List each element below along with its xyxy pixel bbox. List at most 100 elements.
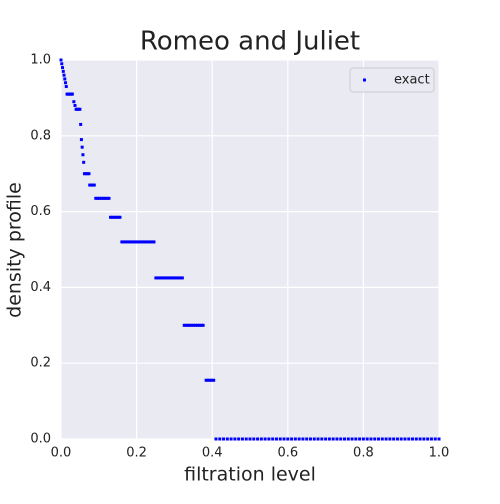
point — [61, 69, 65, 73]
point — [144, 240, 148, 244]
legend-marker — [363, 78, 366, 82]
point — [433, 437, 437, 441]
point — [92, 183, 96, 187]
point — [225, 437, 229, 441]
point — [392, 437, 396, 441]
x-tick-label: 0.0 — [51, 446, 72, 461]
point — [96, 196, 100, 200]
point — [135, 240, 139, 244]
point — [312, 437, 316, 441]
x-axis-label: filtration level — [184, 464, 316, 486]
point — [335, 437, 339, 441]
point — [124, 240, 128, 244]
point — [107, 196, 111, 200]
point — [237, 437, 241, 441]
point — [308, 437, 312, 441]
plot-area — [61, 60, 439, 439]
point — [267, 437, 271, 441]
point — [286, 437, 290, 441]
point — [208, 378, 212, 382]
point — [118, 215, 122, 219]
point — [407, 437, 411, 441]
point — [324, 437, 328, 441]
point — [64, 85, 68, 89]
x-tick-label: 0.2 — [126, 446, 147, 461]
point — [290, 437, 294, 441]
y-tick-label: 0.2 — [30, 356, 51, 371]
point — [146, 240, 150, 244]
point — [82, 172, 86, 176]
point — [204, 378, 208, 382]
y-tick-label: 0.8 — [30, 128, 51, 143]
point — [365, 437, 369, 441]
point — [141, 240, 145, 244]
point — [91, 183, 95, 187]
point — [414, 437, 418, 441]
point — [214, 437, 218, 441]
point — [437, 437, 441, 441]
point — [259, 437, 263, 441]
x-tick-label: 0.4 — [202, 446, 223, 461]
point — [206, 378, 210, 382]
point — [395, 437, 399, 441]
point — [82, 160, 86, 164]
legend-box — [349, 67, 435, 93]
y-tick-label: 0.6 — [30, 204, 51, 219]
point — [418, 437, 422, 441]
point — [78, 107, 82, 111]
point — [263, 437, 267, 441]
point — [114, 215, 118, 219]
point — [422, 437, 426, 441]
point — [94, 196, 98, 200]
point — [126, 240, 130, 244]
point — [212, 378, 216, 382]
point — [79, 138, 83, 142]
point — [194, 323, 198, 327]
point — [327, 437, 331, 441]
point — [122, 240, 126, 244]
point — [240, 437, 244, 441]
point — [184, 323, 188, 327]
point — [161, 276, 165, 280]
point — [59, 58, 63, 62]
point — [282, 437, 286, 441]
point — [210, 378, 214, 382]
point — [131, 240, 135, 244]
point — [110, 215, 114, 219]
point — [169, 276, 173, 280]
point — [158, 276, 162, 280]
point — [109, 215, 113, 219]
x-tick-label: 0.6 — [277, 446, 298, 461]
point — [248, 437, 252, 441]
point — [426, 437, 430, 441]
point — [373, 437, 377, 441]
point — [137, 240, 141, 244]
point — [64, 81, 68, 85]
x-tick-label: 1.0 — [429, 446, 450, 461]
point — [178, 276, 182, 280]
point — [297, 437, 301, 441]
point — [120, 240, 124, 244]
point — [411, 437, 415, 441]
point — [361, 437, 365, 441]
point — [201, 323, 205, 327]
point — [188, 323, 192, 327]
point — [72, 100, 76, 104]
point — [98, 196, 102, 200]
point — [186, 323, 190, 327]
point — [305, 437, 309, 441]
point — [171, 276, 175, 280]
legend-label: exact — [394, 73, 430, 88]
point — [358, 437, 362, 441]
point — [127, 240, 131, 244]
point — [62, 73, 66, 77]
y-axis-label: density profile — [4, 182, 26, 318]
point — [274, 437, 278, 441]
point — [339, 437, 343, 441]
point — [73, 103, 77, 107]
point — [343, 437, 346, 441]
point — [154, 276, 158, 280]
point — [346, 437, 350, 441]
point — [116, 215, 120, 219]
